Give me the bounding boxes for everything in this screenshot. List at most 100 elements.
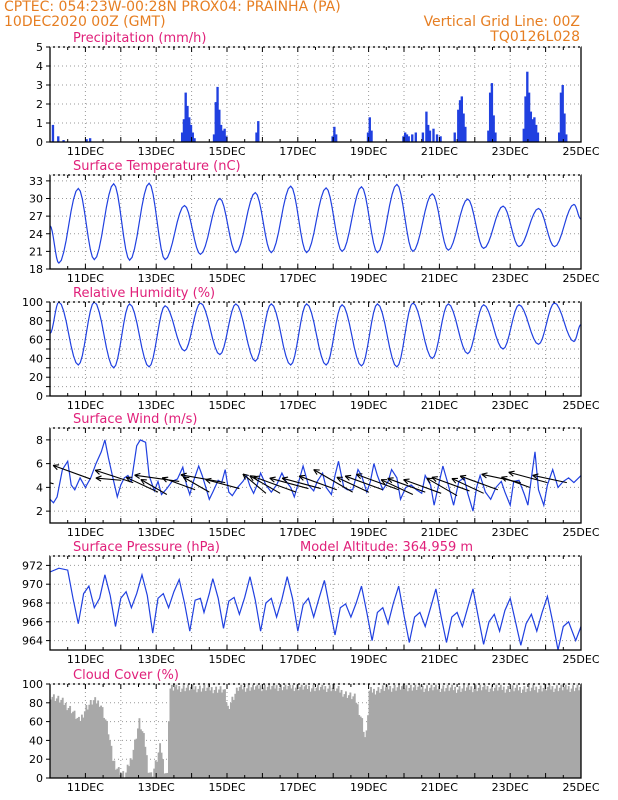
precip-bar bbox=[460, 96, 463, 142]
cloud-bar bbox=[539, 685, 542, 778]
panel-3: 0 20 40 60 80 100 11DEC 13DEC 15DEC 17DEC 19DEC 21D… bbox=[22, 286, 600, 412]
wind-vector bbox=[356, 473, 399, 491]
cloud-bar bbox=[184, 691, 187, 778]
cloud-bar bbox=[426, 685, 428, 778]
cloud-bar bbox=[436, 689, 439, 778]
wind-vector bbox=[431, 476, 470, 492]
x-tick-label: 13DEC bbox=[138, 272, 175, 285]
cloud-bar bbox=[291, 685, 294, 778]
cloud-bar bbox=[114, 769, 117, 778]
cloud-bar bbox=[315, 687, 318, 778]
cloud-bar bbox=[318, 690, 321, 778]
cloud-bar bbox=[519, 687, 521, 778]
cloud-bar bbox=[229, 702, 232, 778]
cloud-bar bbox=[508, 692, 511, 778]
cloud-bar bbox=[496, 690, 499, 778]
cloud-bar bbox=[107, 734, 110, 778]
cloud-bar bbox=[446, 684, 449, 778]
precip-bar bbox=[405, 134, 409, 142]
cloud-bar bbox=[401, 686, 403, 778]
precip-bar bbox=[212, 134, 216, 142]
cloud-bar bbox=[355, 702, 358, 778]
y-tick-label: 0 bbox=[36, 136, 43, 149]
wind-vector bbox=[459, 474, 498, 491]
precip-bar bbox=[225, 136, 228, 142]
wind-vector bbox=[344, 474, 383, 491]
cloud-bar bbox=[228, 708, 231, 778]
cloud-bar bbox=[411, 690, 414, 778]
cloud-bar bbox=[70, 713, 73, 778]
x-tick-label: 25DEC bbox=[562, 526, 599, 539]
cloud-bar bbox=[395, 690, 398, 778]
cloud-bar bbox=[166, 772, 169, 778]
x-tick-label: 23DEC bbox=[492, 526, 529, 539]
cloud-bar bbox=[109, 740, 111, 778]
y-tick-label: 60 bbox=[29, 716, 43, 729]
cloud-bar bbox=[142, 733, 145, 778]
precip-bar bbox=[182, 119, 186, 142]
cloud-bar bbox=[207, 684, 210, 778]
cloud-bar bbox=[334, 691, 337, 778]
cloud-bar bbox=[277, 691, 280, 778]
precip-bar bbox=[368, 117, 371, 142]
y-tick-label: 3 bbox=[36, 79, 43, 92]
cloud-bar bbox=[333, 684, 336, 778]
cloud-bar bbox=[451, 684, 454, 778]
x-tick-label: 19DEC bbox=[350, 781, 387, 794]
cloud-bar bbox=[374, 694, 377, 778]
cloud-bar bbox=[269, 689, 272, 778]
cloud-bar bbox=[213, 689, 216, 778]
precip-bar bbox=[219, 124, 223, 142]
precip-bar bbox=[411, 134, 414, 142]
x-tick-label: 25DEC bbox=[562, 399, 599, 412]
cloud-bar bbox=[409, 684, 412, 778]
cloud-bar bbox=[492, 691, 495, 778]
cloud-bar bbox=[345, 691, 347, 778]
cloud-bar bbox=[489, 688, 492, 778]
y-tick-label: 0 bbox=[36, 390, 43, 403]
cloud-bar bbox=[235, 687, 238, 778]
cloud-bar bbox=[58, 702, 61, 778]
y-tick-label: 24 bbox=[29, 228, 43, 241]
cloud-bar bbox=[516, 684, 518, 778]
cloud-bar bbox=[483, 684, 486, 778]
cloud-bar bbox=[510, 688, 513, 778]
header-right-line2: TQ0126L028 bbox=[490, 29, 580, 45]
cloud-bar bbox=[541, 691, 544, 778]
cloud-bar bbox=[420, 689, 423, 778]
cloud-bar bbox=[314, 691, 316, 778]
cloud-bar bbox=[268, 684, 271, 778]
wind-vector bbox=[180, 472, 226, 484]
y-tick-label: 4 bbox=[36, 60, 43, 73]
cloud-bar bbox=[579, 686, 581, 778]
cloud-bar bbox=[342, 696, 344, 778]
plot-area bbox=[50, 684, 581, 778]
cloud-bar bbox=[82, 717, 85, 778]
wind-vector bbox=[380, 479, 414, 495]
cloud-bar bbox=[378, 692, 381, 778]
cloud-bar bbox=[387, 689, 390, 778]
cloud-bar bbox=[218, 689, 221, 778]
cloud-bar bbox=[169, 688, 172, 778]
cloud-bar bbox=[151, 776, 154, 778]
panel-annotation: Model Altitude: 364.959 m bbox=[300, 540, 473, 555]
y-tick-label: 972 bbox=[22, 559, 43, 572]
cloud-bar bbox=[294, 687, 297, 778]
cloud-bar bbox=[193, 689, 195, 778]
cloud-bar bbox=[210, 687, 213, 778]
cloud-bar bbox=[73, 710, 76, 778]
y-tick-label: 964 bbox=[22, 635, 43, 648]
cloud-bar bbox=[386, 684, 389, 778]
cloud-bar bbox=[337, 685, 340, 778]
precip-bar bbox=[565, 134, 568, 142]
y-tick-label: 18 bbox=[29, 263, 43, 276]
x-tick-label: 15DEC bbox=[208, 781, 245, 794]
cloud-bar bbox=[570, 688, 573, 778]
cloud-bar bbox=[153, 768, 156, 778]
y-tick-label: 60 bbox=[29, 334, 43, 347]
cloud-bar bbox=[227, 705, 229, 778]
cloud-bar bbox=[368, 690, 371, 778]
cloud-bar bbox=[209, 690, 212, 778]
cloud-bar bbox=[145, 755, 148, 778]
cloud-bar bbox=[448, 690, 451, 778]
